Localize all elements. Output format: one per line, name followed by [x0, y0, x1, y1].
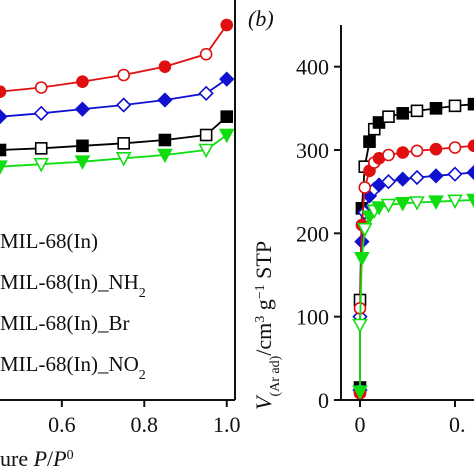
panel-b-y-tick-label: 0 — [318, 388, 329, 413]
panel-a-data-point — [158, 133, 172, 147]
panel-a-legend-entry: MIL-68(In)_NH2 — [0, 270, 146, 301]
panel-a-data-point — [76, 75, 89, 88]
panel-a-data-point — [0, 109, 8, 125]
panel-a-data-point — [199, 47, 213, 61]
panel-b-data-point — [394, 197, 411, 212]
panel-a-data-point — [0, 143, 7, 157]
panel-b-x-tick-label: 0 — [355, 412, 366, 437]
panel-a-series-line — [0, 24, 228, 93]
panel-a-x-axis-label: ure P/P0 — [0, 446, 74, 471]
panel-b-data-point — [410, 104, 424, 118]
panel-a-data-point — [219, 71, 235, 87]
panel-a-data-point — [33, 157, 50, 173]
panel-b-x-ticks: 0 0. — [355, 400, 466, 437]
panel-a-data-point — [220, 18, 234, 32]
panel-b-data-point — [448, 141, 462, 154]
panel-b-y-tick-label: 200 — [296, 221, 329, 246]
panel-b-data-point — [380, 174, 397, 190]
panel-a-data-point — [74, 155, 91, 170]
panel-b-y-axis-label: V(Ar ad)/cm3 g−1 STP — [251, 241, 283, 410]
panel-a-data-point — [34, 81, 48, 94]
panel-b-y-tick-label: 400 — [296, 55, 329, 80]
panel-b-y-tick-label: 300 — [296, 138, 329, 163]
panel-b-data-point — [429, 142, 443, 156]
panel-a-data-point — [198, 143, 214, 159]
panel-b-data-point — [466, 164, 474, 181]
panel-a-data-point — [117, 68, 130, 82]
panel-a-data-point — [76, 139, 89, 153]
panel-b-data-point — [428, 168, 444, 184]
panel-b-data-point — [382, 110, 395, 123]
panel-b-data-point — [382, 148, 395, 162]
panel-a: 0.6 0.8 1.0 MIL-68(In)MIL-68(In)_NH2MIL-68… — [0, 0, 241, 471]
panel-a-data-point — [0, 160, 8, 175]
panel-b-data-point — [466, 193, 474, 209]
panel-a-legend-entry: MIL-68(In)_NO2 — [0, 352, 146, 383]
panel-b-y-ticks: 0 100 200 300 400 — [296, 55, 341, 413]
panel-a-data-point — [157, 92, 173, 108]
panel-b-data-point — [396, 146, 410, 159]
panel-b-data-point — [409, 196, 425, 211]
panel-a-series-line — [0, 78, 228, 118]
panel-b-label: (b) — [248, 6, 274, 31]
panel-b-data-point — [371, 201, 387, 216]
panel-a-series-line — [0, 134, 228, 168]
panel-b-series-line — [359, 199, 474, 392]
panel-b-data-point — [448, 99, 462, 113]
panel-b-data-point — [467, 97, 474, 111]
panel-b-data-point — [380, 198, 397, 214]
panel-b-data-point — [396, 107, 410, 120]
panel-b-plot-area — [352, 97, 474, 400]
panel-a-data-point — [34, 142, 48, 155]
panel-a-x-tick-label: 0.8 — [131, 412, 159, 437]
panel-b-data-point — [354, 252, 370, 267]
panel-b-data-point — [410, 144, 424, 158]
panel-b-data-point — [363, 135, 376, 148]
panel-b-data-point — [429, 102, 443, 115]
panel-b-data-point — [409, 169, 425, 186]
panel-a-data-point — [157, 148, 173, 164]
panel-a-x-tick-label: 0.6 — [48, 412, 76, 437]
panel-a-x-tick-label: 1.0 — [213, 412, 241, 437]
panel-b-data-point — [356, 222, 373, 238]
panel-b-data-point — [352, 385, 368, 400]
panel-a-data-point — [117, 137, 130, 150]
panel-b-y-tick-label: 100 — [296, 305, 329, 330]
panel-a-data-point — [198, 85, 214, 101]
panel-a-legend-entry: MIL-68(In) — [0, 229, 98, 253]
panel-a-legend: MIL-68(In) MIL-68(In)_NH2 MIL-68(In)_Br MIL… — [0, 229, 146, 383]
panel-a-series-line — [0, 115, 228, 151]
panel-a-data-point — [33, 105, 49, 121]
panel-a-data-point — [115, 152, 132, 167]
panel-b-x-tick-label: 0. — [449, 412, 466, 437]
panel-a-legend-entry: MIL-68(In)_Br — [0, 311, 129, 335]
panel-a-x-ticks: 0.6 0.8 1.0 — [48, 400, 241, 437]
panel-a-data-point — [0, 85, 7, 98]
panel-a-data-point — [158, 60, 172, 73]
panel-b-data-point — [358, 181, 372, 194]
panel-b-data-point — [395, 171, 411, 187]
panel-a-data-point — [220, 110, 234, 123]
panel-a-data-point — [74, 101, 91, 117]
panel-b-data-point — [428, 195, 444, 210]
panel-a-data-point — [199, 128, 213, 142]
panel-b: (b) 0 100 200 300 400 0 0. V(Ar ad)/cm3 g−1 S… — [248, 6, 474, 437]
panel-b-data-point — [467, 139, 474, 153]
panel-b-data-point — [447, 166, 463, 182]
panel-a-plot-area — [0, 18, 235, 175]
panel-a-data-point — [218, 128, 235, 144]
panel-b-data-point — [447, 194, 463, 210]
panel-a-data-point — [116, 97, 132, 113]
panel-b-data-point — [352, 318, 368, 334]
